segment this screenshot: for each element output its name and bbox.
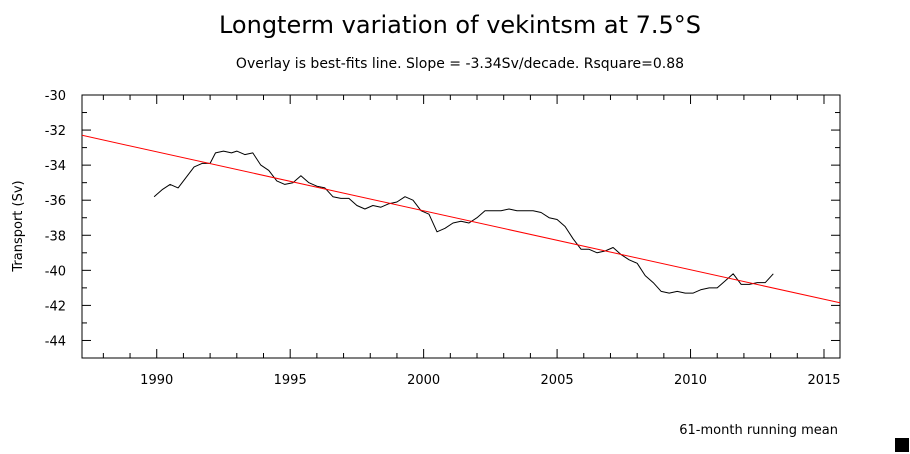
y-tick-label: -30 [45, 89, 66, 104]
x-tick-label: 2015 [807, 373, 840, 388]
y-tick-label: -36 [45, 194, 66, 209]
x-tick-label: 2005 [541, 373, 574, 388]
footnote: 61-month running mean [679, 423, 838, 438]
x-tick-label: 2010 [674, 373, 707, 388]
y-tick-label: -40 [45, 264, 66, 279]
plot-frame [81, 94, 841, 359]
chart-title: Longterm variation of vekintsm at 7.5°S [219, 11, 701, 39]
y-axis-label: Transport (Sv) [11, 180, 26, 272]
series-line-running-mean [153, 150, 774, 294]
y-tick-label: -44 [45, 334, 66, 349]
x-tick-label: 1995 [274, 373, 307, 388]
y-tick-label: -42 [45, 299, 66, 314]
series-line-best-fit [82, 134, 840, 304]
x-tick-label: 2000 [407, 373, 440, 388]
corner-marker [895, 438, 909, 452]
chart-subtitle: Overlay is best-fits line. Slope = -3.34… [236, 56, 684, 72]
plot-area: 1990 1995 2000 2005 2010 2015 -44 -42 -40 -38 -36 -… [45, 89, 841, 388]
x-tick-label: 1990 [140, 373, 173, 388]
y-tick-label: -38 [45, 229, 66, 244]
y-tick-label: -34 [45, 159, 66, 174]
y-tick-label: -32 [45, 124, 66, 139]
